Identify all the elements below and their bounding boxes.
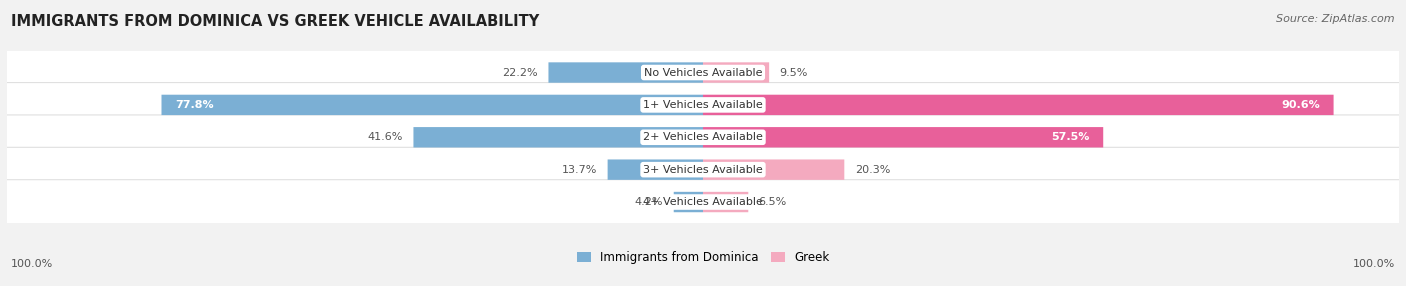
Text: Source: ZipAtlas.com: Source: ZipAtlas.com [1277, 14, 1395, 24]
FancyBboxPatch shape [703, 160, 845, 180]
Text: 100.0%: 100.0% [11, 259, 53, 269]
Text: 100.0%: 100.0% [1353, 259, 1395, 269]
FancyBboxPatch shape [162, 95, 703, 115]
Text: 2+ Vehicles Available: 2+ Vehicles Available [643, 132, 763, 142]
FancyBboxPatch shape [1, 147, 1405, 192]
Text: 41.6%: 41.6% [367, 132, 404, 142]
FancyBboxPatch shape [607, 160, 703, 180]
Text: IMMIGRANTS FROM DOMINICA VS GREEK VEHICLE AVAILABILITY: IMMIGRANTS FROM DOMINICA VS GREEK VEHICL… [11, 14, 540, 29]
FancyBboxPatch shape [1, 115, 1405, 160]
Text: 13.7%: 13.7% [562, 165, 598, 175]
FancyBboxPatch shape [413, 127, 703, 148]
Text: 57.5%: 57.5% [1050, 132, 1090, 142]
FancyBboxPatch shape [703, 95, 1333, 115]
FancyBboxPatch shape [703, 62, 769, 83]
Legend: Immigrants from Dominica, Greek: Immigrants from Dominica, Greek [572, 246, 834, 269]
FancyBboxPatch shape [673, 192, 703, 212]
Text: 1+ Vehicles Available: 1+ Vehicles Available [643, 100, 763, 110]
Text: 9.5%: 9.5% [779, 67, 808, 78]
FancyBboxPatch shape [1, 180, 1405, 225]
Text: 22.2%: 22.2% [502, 67, 538, 78]
FancyBboxPatch shape [703, 127, 1104, 148]
Text: 20.3%: 20.3% [855, 165, 890, 175]
Text: 4+ Vehicles Available: 4+ Vehicles Available [643, 197, 763, 207]
Text: 6.5%: 6.5% [759, 197, 787, 207]
FancyBboxPatch shape [1, 83, 1405, 127]
Text: 77.8%: 77.8% [176, 100, 214, 110]
FancyBboxPatch shape [1, 50, 1405, 95]
FancyBboxPatch shape [548, 62, 703, 83]
FancyBboxPatch shape [703, 192, 748, 212]
Text: 3+ Vehicles Available: 3+ Vehicles Available [643, 165, 763, 175]
Text: 4.2%: 4.2% [636, 197, 664, 207]
Text: No Vehicles Available: No Vehicles Available [644, 67, 762, 78]
Text: 90.6%: 90.6% [1281, 100, 1320, 110]
